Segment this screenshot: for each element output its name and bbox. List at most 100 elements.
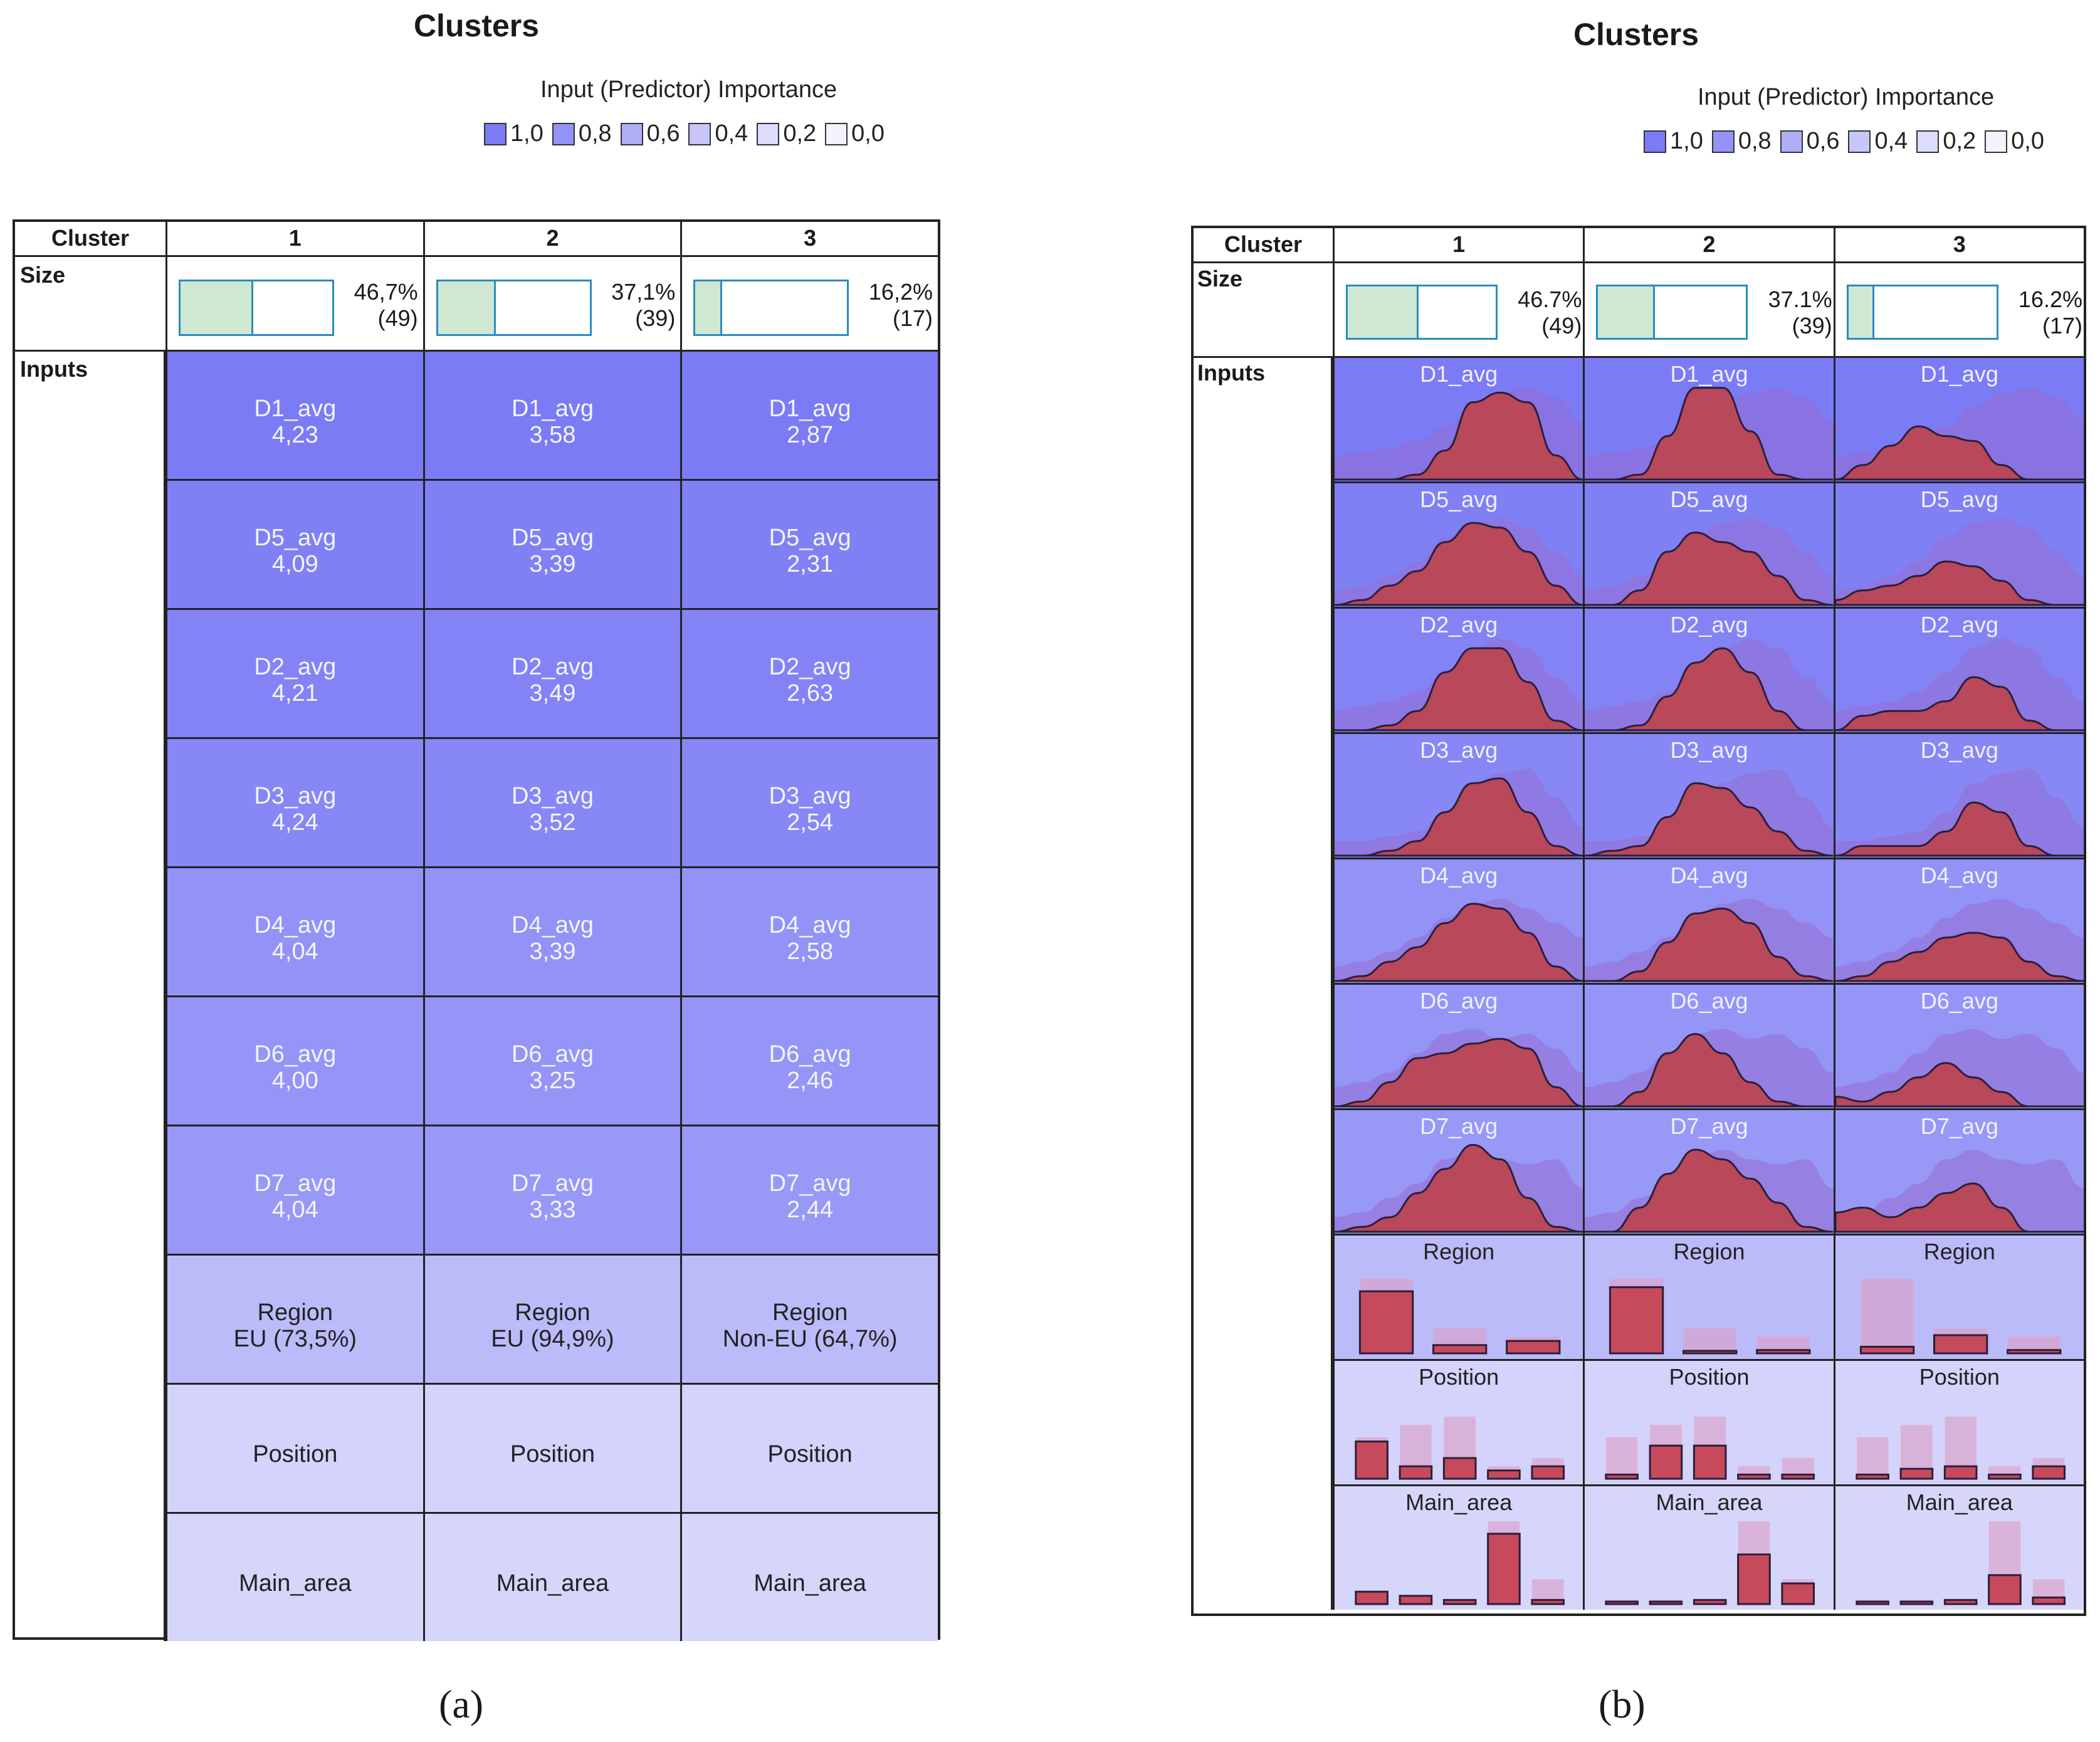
input-cell-d1-avg: D1_avg 4,23 <box>165 350 423 479</box>
input-name: Region <box>1423 1239 1495 1264</box>
size-cell: 37,1% (39) <box>423 257 681 350</box>
input-name: D2_avg <box>1920 612 1998 638</box>
density-cell-d4-avg: D4_avg <box>1583 858 1834 983</box>
cluster-bar <box>1859 1345 1914 1355</box>
density-cell-d2-avg: D2_avg <box>1333 607 1583 732</box>
cluster-bar <box>2032 1596 2066 1605</box>
input-name: D4_avg <box>1670 863 1748 888</box>
size-bar <box>179 280 334 336</box>
input-value: 3,33 <box>529 1197 576 1223</box>
header-cluster-2: 2 <box>1583 228 1833 261</box>
density-plot <box>1835 1029 2084 1108</box>
cluster-distribution <box>1585 647 1834 732</box>
header-cluster-2: 2 <box>423 222 681 255</box>
density-plot <box>1585 387 1834 481</box>
cluster-bar <box>1399 1465 1433 1480</box>
cluster-distribution <box>1585 531 1834 606</box>
density-plot <box>1335 769 1583 857</box>
input-name: Position <box>1669 1364 1750 1390</box>
input-name: Main_area <box>1656 1489 1763 1515</box>
size-percent: 16.2% <box>2018 286 2082 312</box>
overall-distribution <box>1835 518 2084 605</box>
input-name: Region <box>257 1299 333 1326</box>
input-name: D1_avg <box>254 396 337 422</box>
cluster-distribution <box>1335 522 1583 606</box>
input-value: 4,23 <box>271 422 318 448</box>
bar-cell-region: Region <box>1833 1234 2084 1359</box>
input-cell-d3-avg: D3_avg 3,52 <box>423 737 681 866</box>
cluster-distribution <box>1835 560 2084 606</box>
cluster-distribution <box>1835 676 2084 732</box>
density-cell-d2-avg: D2_avg <box>1833 607 2084 732</box>
input-cell-main-area: Main_area <box>680 1512 938 1641</box>
cluster-bar <box>1683 1350 1738 1355</box>
overall-bar <box>1856 1437 1889 1479</box>
cluster-bar <box>1531 1598 1565 1605</box>
cluster-bar <box>1933 1334 1988 1355</box>
input-name: Main_area <box>753 1570 866 1597</box>
density-plot <box>1835 899 2084 982</box>
cluster-bar <box>1649 1600 1683 1605</box>
input-name: D3_avg <box>769 783 851 809</box>
cluster-bar <box>1399 1595 1433 1605</box>
input-value: 3,58 <box>529 422 576 448</box>
input-name: D5_avg <box>1420 486 1498 512</box>
input-cell-d6-avg: D6_avg 3,25 <box>423 995 681 1125</box>
input-name: D6_avg <box>1420 988 1498 1014</box>
input-cell-d1-avg: D1_avg 2,87 <box>680 350 938 479</box>
input-name: D6_avg <box>769 1041 851 1068</box>
header-cluster-3: 3 <box>1833 228 2084 261</box>
input-cell-d7-avg: D7_avg 4,04 <box>165 1125 423 1254</box>
input-name: D4_avg <box>1420 863 1498 888</box>
input-cell-d5-avg: D5_avg 2,31 <box>680 479 938 608</box>
input-cell-d3-avg: D3_avg 4,24 <box>165 737 423 866</box>
input-name: D4_avg <box>511 912 594 938</box>
cluster-bar <box>1531 1465 1565 1480</box>
cluster-distribution <box>1585 387 1834 481</box>
cluster-distribution <box>1835 931 2084 982</box>
legend-label: 0,0 <box>2011 128 2044 154</box>
input-cell-d4-avg: D4_avg 3,39 <box>423 866 681 995</box>
panel-a-caption: (a) <box>439 1682 484 1726</box>
input-name: D7_avg <box>254 1170 337 1197</box>
legend-label: 0,8 <box>1738 128 1772 154</box>
input-name: D7_avg <box>769 1170 851 1197</box>
cluster-distribution <box>1835 1062 2084 1108</box>
input-name: D3_avg <box>254 783 337 809</box>
input-name: D1_avg <box>769 396 851 422</box>
panel-a-cluster-table: Cluster 1 2 3 Size 46,7% (49) 37,1% (39) 16,2% (17… <box>13 219 940 1641</box>
input-name: D5_avg <box>1920 486 1998 512</box>
size-bar-fill <box>438 281 496 334</box>
cluster-bar <box>1358 1290 1414 1355</box>
cluster-bar <box>1487 1533 1521 1605</box>
input-name: D5_avg <box>254 525 337 551</box>
input-cell-d2-avg: D2_avg 2,63 <box>680 608 938 737</box>
cluster-distribution <box>1835 1182 2084 1233</box>
cluster-distribution <box>1585 907 1834 982</box>
legend-label: 0,4 <box>1874 128 1908 154</box>
cluster-bar <box>2006 1349 2062 1355</box>
overall-distribution <box>1835 638 2084 730</box>
input-cell-position: Position <box>680 1383 938 1512</box>
size-percent: 16,2% <box>868 279 933 305</box>
input-name: Main_area <box>1405 1489 1513 1515</box>
category-bars <box>1855 1417 2066 1480</box>
header-cluster-label: Cluster <box>1224 231 1303 257</box>
input-name: Position <box>767 1441 853 1467</box>
input-value: 2,46 <box>787 1068 834 1094</box>
panel-b-legend-title: Input (Predictor) Importance <box>1698 84 1995 110</box>
legend-swatch <box>1780 130 1803 153</box>
cluster-bar <box>1737 1553 1772 1605</box>
cluster-distribution <box>1835 425 2084 481</box>
legend-swatch <box>1848 130 1871 153</box>
cluster-bar <box>1609 1286 1664 1355</box>
input-name: D6_avg <box>1920 988 1998 1014</box>
cluster-distribution <box>1335 1143 1583 1233</box>
cluster-distribution <box>1335 903 1583 982</box>
input-value: 2,87 <box>787 422 834 448</box>
legend-swatch <box>1985 130 2008 153</box>
density-cell-d4-avg: D4_avg <box>1833 858 2084 983</box>
cluster-distribution <box>1335 1037 1583 1108</box>
input-name: D4_avg <box>769 912 851 938</box>
overall-distribution <box>1835 769 2084 856</box>
